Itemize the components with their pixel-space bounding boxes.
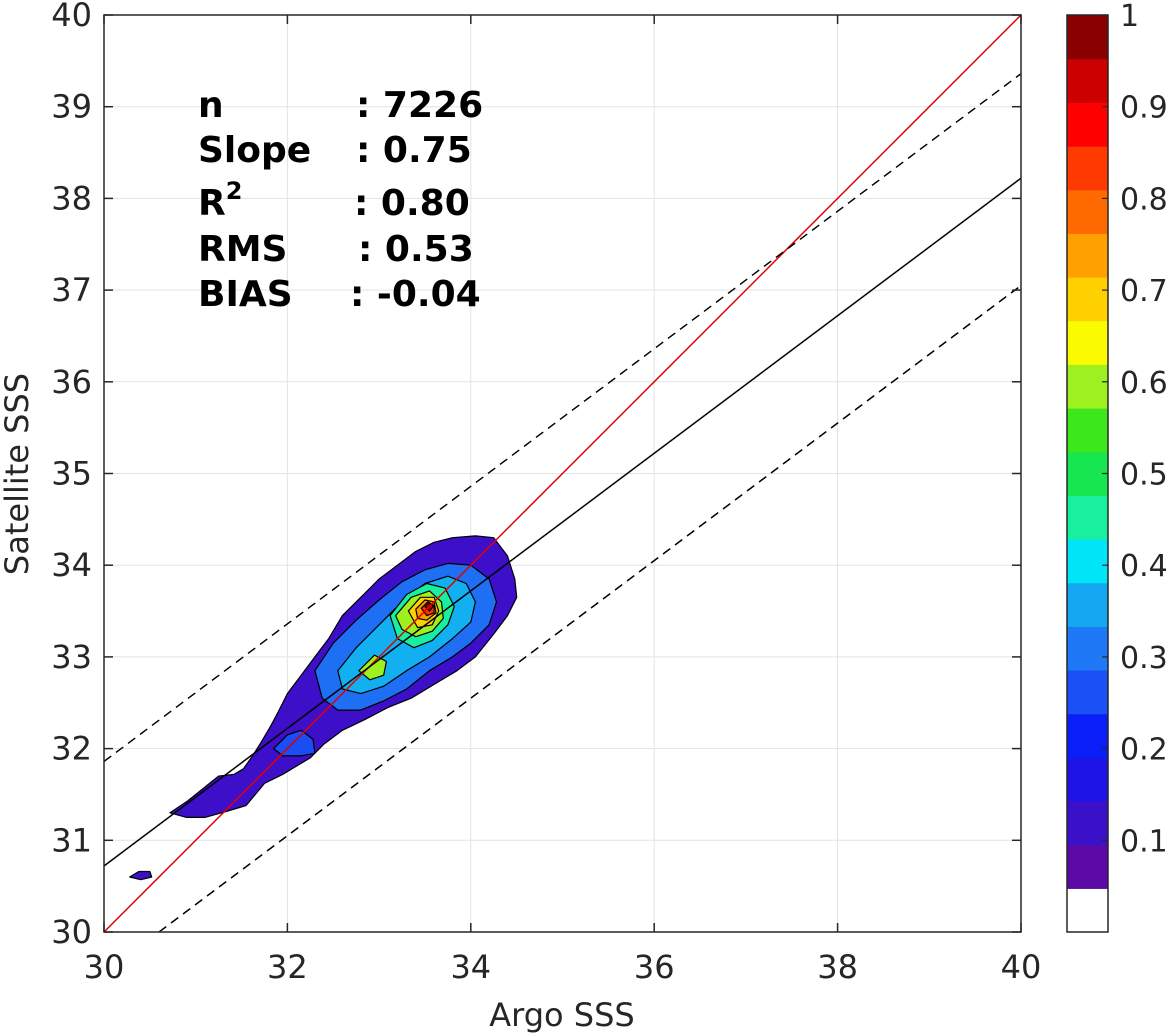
dashed-line-2 bbox=[104, 73, 1021, 763]
stat-r2-label: R2 bbox=[198, 177, 242, 224]
stat-slope-value: : 0.75 bbox=[356, 130, 472, 171]
y-tick-label-10: 40 bbox=[51, 0, 92, 34]
colorbar-ticks: 0.1 0.2 0.3 0.4 0.5 0.6 0.7 0.8 0.9 1 bbox=[1102, 0, 1168, 859]
colorbar-segment-10 bbox=[1067, 451, 1108, 496]
stat-n-label: n bbox=[198, 85, 224, 126]
y-tick-label-2: 32 bbox=[51, 730, 92, 768]
colorbar-segment-4 bbox=[1067, 713, 1108, 758]
colorbar-tick-label-0: 0.1 bbox=[1120, 824, 1168, 859]
y-tick-label-8: 38 bbox=[51, 179, 92, 217]
density-contour-7 bbox=[358, 654, 387, 681]
colorbar-segment-3 bbox=[1067, 757, 1108, 802]
colorbar-tick-label-5: 0.6 bbox=[1120, 366, 1168, 401]
y-tick-label-5: 35 bbox=[51, 455, 92, 493]
stat-bias-value: : -0.04 bbox=[350, 274, 481, 315]
colorbar-segment-20 bbox=[1067, 15, 1108, 60]
colorbar-tick-label-3: 0.4 bbox=[1120, 549, 1168, 584]
y-axis-label: Satellite SSS bbox=[0, 373, 36, 575]
colorbar-segment-1 bbox=[1067, 844, 1108, 889]
stat-slope-label: Slope bbox=[198, 130, 311, 171]
axis-ticks bbox=[103, 14, 1022, 933]
stat-rms-label: RMS bbox=[198, 229, 287, 270]
stat-r2-value: : 0.80 bbox=[354, 183, 470, 224]
y-tick-label-0: 30 bbox=[51, 913, 92, 951]
regression-lines bbox=[104, 15, 1021, 932]
colorbar-segment-12 bbox=[1067, 364, 1108, 409]
x-tick-label-3: 36 bbox=[634, 948, 675, 986]
x-tick-label-2: 34 bbox=[450, 948, 491, 986]
x-tick-labels: 30 32 34 36 38 40 bbox=[84, 948, 1042, 986]
density-contour-1 bbox=[129, 870, 153, 881]
colorbar-segment-2 bbox=[1067, 801, 1108, 846]
y-tick-label-3: 33 bbox=[51, 638, 92, 676]
colorbar-segment-5 bbox=[1067, 670, 1108, 715]
solid-line-0 bbox=[104, 15, 1021, 932]
y-tick-label-6: 36 bbox=[51, 363, 92, 401]
x-tick-label-5: 40 bbox=[1001, 948, 1042, 986]
colorbar-segment-18 bbox=[1067, 102, 1108, 147]
colorbar: 0.1 0.2 0.3 0.4 0.5 0.6 0.7 0.8 0.9 1 bbox=[1066, 0, 1168, 933]
colorbar-segment-7 bbox=[1067, 582, 1108, 627]
y-tick-labels: 30 31 32 33 34 35 36 37 38 39 40 bbox=[51, 0, 92, 951]
colorbar-segment-11 bbox=[1067, 408, 1108, 453]
colorbar-segment-13 bbox=[1067, 320, 1108, 365]
x-tick-label-0: 30 bbox=[84, 948, 125, 986]
stat-r2-superscript: 2 bbox=[226, 177, 243, 205]
x-axis-label: Argo SSS bbox=[489, 996, 634, 1034]
colorbar-tick-label-6: 0.7 bbox=[1120, 274, 1168, 309]
solid-line-1 bbox=[104, 177, 1021, 867]
density-contour-2 bbox=[273, 729, 316, 757]
colorbar-segment-16 bbox=[1067, 189, 1108, 234]
colorbar-segment-14 bbox=[1067, 277, 1108, 322]
colorbar-segment-15 bbox=[1067, 233, 1108, 278]
stat-bias-label: BIAS bbox=[198, 274, 293, 315]
x-tick-label-4: 38 bbox=[817, 948, 858, 986]
stats-box: n : 7226 Slope : 0.75 R2 : 0.80 RMS : 0.… bbox=[198, 85, 483, 315]
stat-n-value: : 7226 bbox=[356, 85, 483, 126]
stat-r2-base: R bbox=[198, 183, 226, 224]
colorbar-segment-6 bbox=[1067, 626, 1108, 671]
colorbar-segment-0 bbox=[1067, 888, 1108, 933]
x-tick-label-1: 32 bbox=[267, 948, 308, 986]
stat-rms-value: : 0.53 bbox=[358, 229, 474, 270]
colorbar-tick-label-2: 0.3 bbox=[1120, 641, 1168, 676]
colorbar-tick-label-8: 0.9 bbox=[1120, 91, 1168, 126]
colorbar-segment-17 bbox=[1067, 146, 1108, 191]
colorbar-tick-label-7: 0.8 bbox=[1120, 182, 1168, 217]
colorbar-segments bbox=[1067, 15, 1108, 933]
y-tick-label-7: 37 bbox=[51, 271, 92, 309]
y-tick-label-9: 39 bbox=[51, 88, 92, 126]
colorbar-tick-label-1: 0.2 bbox=[1120, 733, 1168, 768]
y-tick-label-1: 31 bbox=[51, 821, 92, 859]
colorbar-tick-label-9: 1 bbox=[1120, 0, 1139, 34]
colorbar-segment-19 bbox=[1067, 58, 1108, 103]
colorbar-segment-8 bbox=[1067, 539, 1108, 584]
colorbar-tick-label-4: 0.5 bbox=[1120, 458, 1168, 493]
colorbar-segment-9 bbox=[1067, 495, 1108, 540]
y-tick-label-4: 34 bbox=[51, 546, 92, 584]
